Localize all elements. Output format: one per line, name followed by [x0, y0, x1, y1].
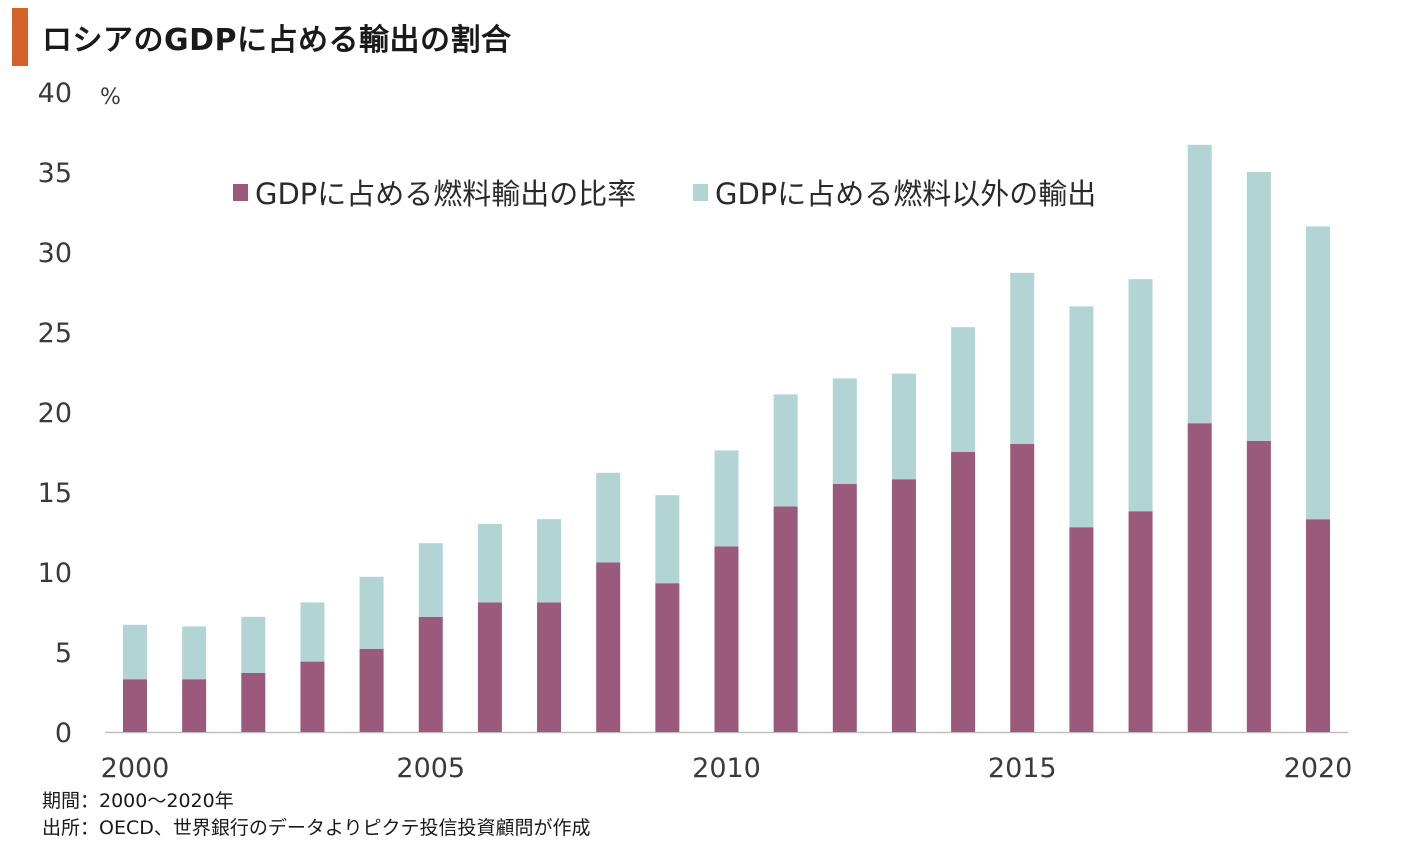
- legend-swatch: [233, 184, 248, 201]
- bar-fuel-exports: [418, 616, 443, 732]
- bars: [123, 144, 1330, 732]
- bar-non-fuel-exports: [418, 543, 443, 617]
- bar-fuel-exports: [596, 562, 621, 732]
- y-axis-unit: %: [100, 85, 121, 110]
- x-tick-label: 2005: [396, 753, 465, 784]
- y-tick-label: 15: [38, 478, 72, 509]
- bar-non-fuel-exports: [182, 626, 207, 680]
- y-tick-label: 25: [38, 318, 72, 349]
- bar-fuel-exports: [477, 602, 502, 732]
- bar-fuel-exports: [891, 479, 916, 732]
- footnote-source: 出所：OECD、世界銀行のデータよりピクテ投信投資顧問が作成: [42, 817, 591, 839]
- y-tick-label: 20: [38, 398, 72, 429]
- bar-non-fuel-exports: [832, 378, 857, 484]
- bar-non-fuel-exports: [241, 616, 266, 673]
- bar-fuel-exports: [1187, 423, 1212, 732]
- bar-non-fuel-exports: [477, 524, 502, 603]
- title-accent-bar: [12, 8, 28, 66]
- x-tick-label: 2000: [101, 753, 170, 784]
- y-tick-label: 35: [38, 158, 72, 189]
- bar-fuel-exports: [359, 648, 384, 732]
- bar-non-fuel-exports: [891, 373, 916, 480]
- bar-fuel-exports: [537, 602, 562, 732]
- bar-non-fuel-exports: [1246, 172, 1271, 441]
- bar-non-fuel-exports: [1128, 279, 1153, 512]
- bar-fuel-exports: [773, 506, 798, 732]
- bar-fuel-exports: [1010, 444, 1035, 732]
- bar-non-fuel-exports: [773, 394, 798, 507]
- bar-fuel-exports: [951, 452, 976, 732]
- chart-title-block: ロシアのGDPに占める輸出の割合: [12, 8, 512, 66]
- x-axis: 2000 2005 2010 2015 2020: [101, 731, 1353, 784]
- bar-fuel-exports: [1069, 527, 1094, 732]
- y-axis: 0 5 10 15 20 25 30 35 40%: [38, 78, 121, 749]
- bar-non-fuel-exports: [123, 624, 147, 680]
- bar-non-fuel-exports: [1187, 144, 1212, 424]
- legend-label: GDPに占める燃料以外の輸出: [715, 177, 1096, 211]
- chart-title: ロシアのGDPに占める輸出の割合: [42, 23, 512, 58]
- bar-non-fuel-exports: [1069, 306, 1094, 528]
- bar-fuel-exports: [832, 484, 857, 732]
- y-tick-label: 5: [55, 638, 72, 669]
- bar-non-fuel-exports: [655, 495, 680, 584]
- y-tick-label: 30: [38, 238, 72, 269]
- x-tick-label: 2015: [988, 753, 1057, 784]
- legend: GDPに占める燃料輸出の比率 GDPに占める燃料以外の輸出: [233, 177, 1096, 211]
- bar-fuel-exports: [1246, 440, 1271, 732]
- bar-non-fuel-exports: [1306, 226, 1330, 520]
- bar-fuel-exports: [241, 672, 266, 732]
- bar-non-fuel-exports: [537, 519, 562, 603]
- x-tick-label: 2010: [692, 753, 761, 784]
- bar-fuel-exports: [182, 679, 207, 732]
- bar-non-fuel-exports: [1010, 272, 1035, 444]
- y-tick-label: 10: [38, 558, 72, 589]
- y-tick-label: 0: [55, 718, 72, 749]
- bar-non-fuel-exports: [300, 602, 325, 662]
- bar-fuel-exports: [300, 661, 325, 732]
- bar-fuel-exports: [1128, 511, 1153, 732]
- legend-swatch: [693, 184, 708, 201]
- y-tick-label: 40: [38, 78, 72, 109]
- bar-fuel-exports: [123, 679, 147, 732]
- bar-fuel-exports: [655, 583, 680, 732]
- x-tick-label: 2020: [1284, 753, 1353, 784]
- bar-non-fuel-exports: [714, 450, 739, 547]
- bar-non-fuel-exports: [359, 576, 384, 649]
- footnote-period: 期間：2000〜2020年: [42, 790, 234, 812]
- bar-non-fuel-exports: [596, 472, 621, 563]
- bar-fuel-exports: [714, 546, 739, 732]
- bar-non-fuel-exports: [951, 327, 976, 452]
- legend-label: GDPに占める燃料輸出の比率: [255, 177, 636, 211]
- bar-fuel-exports: [1306, 519, 1330, 732]
